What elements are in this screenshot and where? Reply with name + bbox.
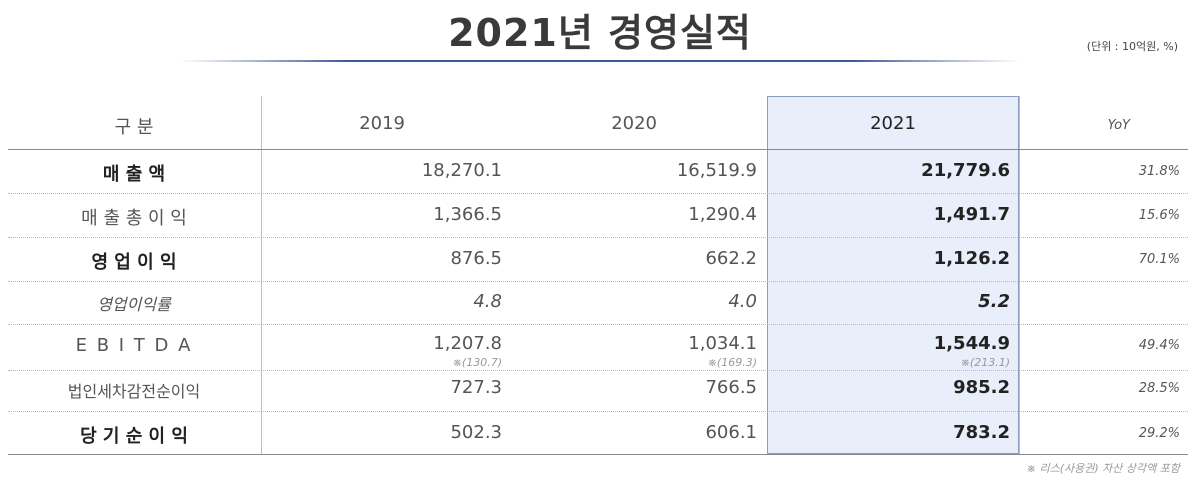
header-2021: 2021: [870, 113, 916, 134]
cell-2019: 876.5: [450, 248, 502, 269]
cell-2020: 662.2: [705, 248, 757, 269]
cell-2019: 1,366.5: [433, 204, 502, 225]
column-divider: [1019, 96, 1020, 454]
cell-2020: 766.5: [705, 377, 757, 398]
cell-2020: 4.0: [728, 291, 757, 312]
cell-2021: 21,779.6: [921, 160, 1010, 181]
table-bottom-border: [8, 454, 1188, 455]
cell-2020: 1,290.4: [688, 204, 757, 225]
row-separator: [8, 193, 1188, 194]
row-label: 영업이익률: [97, 295, 171, 314]
cell-2020: 606.1: [705, 422, 757, 443]
cell-2019: 18,270.1: [421, 160, 502, 181]
row-separator: [8, 411, 1188, 412]
row-separator: [8, 281, 1188, 282]
cell-2021: 5.2: [978, 291, 1010, 312]
unit-note: (단위 : 10억원, %): [1086, 40, 1178, 53]
cell-2021: 1,126.2: [933, 248, 1010, 269]
cell-2019: 727.3: [450, 377, 502, 398]
row-label: 매 출 액: [102, 164, 166, 185]
cell-2020: 16,519.9: [676, 160, 757, 181]
note-2019: ※(130.7): [452, 356, 502, 369]
column-divider: [261, 96, 262, 454]
header-yoy: YoY: [1107, 118, 1130, 133]
row-label: E B I T D A: [75, 335, 193, 356]
footnote: ※ 리스(사용권) 자산 상각액 포함: [1026, 462, 1180, 475]
cell-2021: 985.2: [953, 377, 1010, 398]
row-label: 매 출 총 이 익: [81, 208, 187, 229]
row-separator: [8, 370, 1188, 371]
cell-2019: 502.3: [450, 422, 502, 443]
cell-yoy: 49.4%: [1138, 338, 1180, 353]
row-separator: [8, 324, 1188, 325]
title-underline: [180, 60, 1020, 62]
row-separator: [8, 237, 1188, 238]
header-label: 구 분: [114, 117, 154, 138]
note-2021: ※(213.1): [960, 356, 1010, 369]
cell-yoy: 28.5%: [1138, 381, 1180, 396]
cell-2019: 1,207.8: [433, 333, 502, 354]
header-2020: 2020: [611, 113, 657, 134]
row-label: 당 기 순 이 익: [80, 426, 188, 447]
cell-2021: 1,544.9: [933, 333, 1010, 354]
cell-yoy: 31.8%: [1138, 164, 1180, 179]
cell-2020: 1,034.1: [688, 333, 757, 354]
cell-2021: 1,491.7: [933, 204, 1010, 225]
cell-2021: 783.2: [953, 422, 1010, 443]
header-separator: [8, 149, 1188, 150]
cell-yoy: 15.6%: [1138, 208, 1180, 223]
cell-yoy: 70.1%: [1138, 252, 1180, 267]
row-label: 영 업 이 익: [91, 252, 177, 273]
cell-yoy: 29.2%: [1138, 426, 1180, 441]
note-2020: ※(169.3): [707, 356, 757, 369]
row-label: 법인세차감전순이익: [67, 382, 201, 401]
page-title: 2021년 경영실적: [448, 11, 752, 55]
header-2019: 2019: [359, 113, 405, 134]
highlight-column-2021: [767, 96, 1019, 454]
cell-2019: 4.8: [473, 291, 502, 312]
